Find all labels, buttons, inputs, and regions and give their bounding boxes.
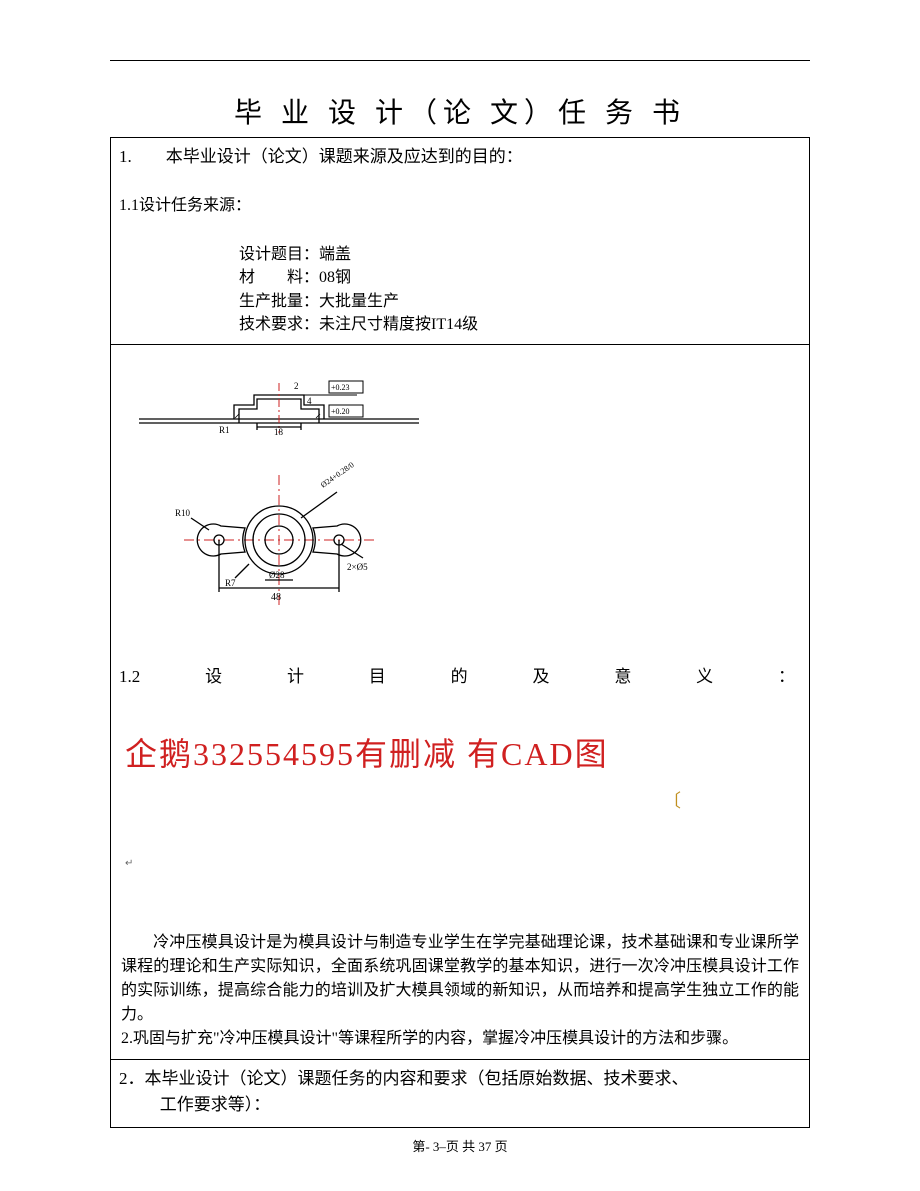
spec-batch: 生产批量：大批量生产	[239, 290, 801, 313]
dim-d28: Ø28	[269, 570, 285, 580]
task-table: 1. 本毕业设计（论文）课题来源及应达到的目的： 1.1设计任务来源： 设计题目…	[110, 137, 810, 1128]
page-footer: 第- 3–页 共 37 页	[0, 1136, 920, 1155]
document-title: 毕 业 设 计（论 文）任 务 书	[110, 91, 810, 131]
cursor-mark: 〔	[119, 788, 801, 816]
s12-c8: ：	[778, 664, 795, 690]
spec-title: 设计题目：端盖	[239, 243, 801, 266]
paragraph-1: 冷冲压模具设计是为模具设计与制造专业学生在学完基础理论课，技术基础课和专业课所学…	[119, 931, 801, 1027]
dim-r7: R7	[225, 578, 236, 588]
dim-4: 4	[307, 396, 312, 406]
dim-2x5: 2×Ø5	[347, 562, 368, 572]
dim-tol1: +0.23	[331, 383, 350, 392]
dim-r1: R1	[219, 425, 230, 435]
dim-48: 48	[271, 592, 281, 603]
section2-line1: 2．本毕业设计（论文）课题任务的内容和要求（包括原始数据、技术要求、	[119, 1069, 689, 1088]
section1-2-heading: 1.2 设 计 目 的 及 意 义 ：	[119, 664, 801, 690]
s12-c4: 的	[451, 664, 468, 690]
cell-diagram-and-body: +0.23 +0.20 2 4 18 R1	[111, 345, 809, 1060]
s12-c6: 意	[614, 664, 631, 690]
engineering-diagram: +0.23 +0.20 2 4 18 R1	[119, 365, 439, 634]
cell-section1: 1. 本毕业设计（论文）课题来源及应达到的目的： 1.1设计任务来源： 设计题目…	[111, 138, 809, 345]
s12-c0: 1.2	[119, 664, 140, 690]
top-rule	[110, 60, 810, 61]
dim-d24: Ø24+0.28/0	[319, 460, 356, 489]
section1-heading: 1. 本毕业设计（论文）课题来源及应达到的目的：	[119, 144, 801, 170]
tiny-mark: ↵	[119, 856, 801, 872]
para1-text: 冷冲压模具设计是为模具设计与制造专业学生在学完基础理论课，技术基础课和专业课所学…	[121, 934, 799, 1023]
spec-block: 设计题目：端盖 材 料：08钢 生产批量：大批量生产 技术要求：未注尺寸精度按I…	[239, 243, 801, 336]
dim-tol2: +0.20	[331, 407, 350, 416]
watermark-text: 企鹅332554595有删减 有CAD图	[119, 730, 801, 780]
dim-2: 2	[294, 381, 299, 391]
s12-c5: 及	[532, 664, 549, 690]
page-content: 毕 业 设 计（论 文）任 务 书 1. 本毕业设计（论文）课题来源及应达到的目…	[110, 60, 810, 1128]
s12-c7: 义	[696, 664, 713, 690]
dim-r10: R10	[175, 508, 191, 518]
section2-heading: 2．本毕业设计（论文）课题任务的内容和要求（包括原始数据、技术要求、 工作要求等…	[119, 1066, 801, 1119]
paragraph-2: 2.巩固与扩充"冷冲压模具设计"等课程所学的内容，掌握冷冲压模具设计的方法和步骤…	[119, 1027, 801, 1051]
spec-tech: 技术要求：未注尺寸精度按IT14级	[239, 313, 801, 336]
s12-c1: 设	[205, 664, 222, 690]
section2-line2: 工作要求等）：	[119, 1092, 801, 1118]
section1-1-heading: 1.1设计任务来源：	[119, 194, 801, 219]
dim-18: 18	[274, 427, 284, 437]
s12-c2: 计	[287, 664, 304, 690]
cell-section2: 2．本毕业设计（论文）课题任务的内容和要求（包括原始数据、技术要求、 工作要求等…	[111, 1060, 809, 1127]
s12-c3: 目	[369, 664, 386, 690]
spec-material: 材 料：08钢	[239, 266, 801, 289]
